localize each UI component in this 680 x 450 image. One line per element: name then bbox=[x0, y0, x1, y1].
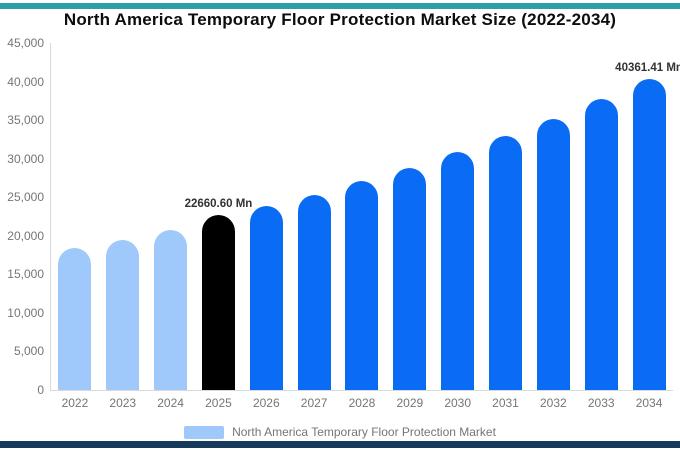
legend-swatch-icon bbox=[184, 425, 225, 439]
y-tick-label: 5,000 bbox=[13, 344, 44, 359]
bar-slot bbox=[338, 43, 386, 390]
bar-2027[interactable] bbox=[297, 195, 331, 390]
bar-slot bbox=[242, 43, 290, 390]
y-tick-label: 10,000 bbox=[7, 305, 44, 320]
top-border-strip bbox=[0, 3, 680, 9]
bar-slot bbox=[290, 43, 338, 390]
bar-2033[interactable] bbox=[584, 99, 618, 390]
bar-2031[interactable] bbox=[489, 136, 523, 390]
bar-2030[interactable] bbox=[441, 152, 475, 390]
bar-2026[interactable] bbox=[249, 206, 283, 390]
bar-2022[interactable] bbox=[58, 248, 92, 390]
plot-area bbox=[50, 43, 673, 391]
x-tick-label: 2025 bbox=[205, 396, 232, 410]
bar-2025[interactable] bbox=[201, 215, 235, 390]
x-tick-label: 2029 bbox=[396, 396, 424, 410]
bar-slot bbox=[482, 43, 530, 390]
y-tick-label: 15,000 bbox=[7, 267, 44, 282]
bar-slot bbox=[195, 43, 243, 390]
y-tick-label: 0 bbox=[37, 383, 44, 397]
bar-value-label: 22660.60 Mn bbox=[184, 198, 253, 210]
chart-title: North America Temporary Floor Protection… bbox=[63, 10, 617, 29]
x-tick-label: 2023 bbox=[109, 396, 137, 410]
bar-2024[interactable] bbox=[154, 230, 188, 390]
x-tick-label: 2034 bbox=[635, 396, 663, 410]
bar-slot bbox=[386, 43, 434, 390]
y-tick-label: 25,000 bbox=[7, 190, 44, 205]
bar-2023[interactable] bbox=[106, 240, 140, 390]
bar-2028[interactable] bbox=[345, 181, 379, 390]
y-tick-label: 30,000 bbox=[7, 151, 44, 166]
x-tick-label: 2028 bbox=[348, 396, 376, 410]
y-tick-label: 35,000 bbox=[7, 113, 44, 128]
bar-slot bbox=[434, 43, 482, 390]
legend-item[interactable]: North America Temporary Floor Protection… bbox=[0, 424, 680, 440]
x-tick-label: 2022 bbox=[61, 396, 89, 410]
x-tick-label: 2026 bbox=[252, 396, 280, 410]
bar-2032[interactable] bbox=[536, 119, 570, 390]
x-axis: 2022 2023 2024 2025 2026 2027 2028 2029 2030 2031… bbox=[51, 396, 673, 410]
bar-series bbox=[51, 43, 673, 390]
bar-2029[interactable] bbox=[393, 168, 427, 390]
bar-slot bbox=[147, 43, 195, 390]
bottom-border-strip bbox=[0, 441, 680, 448]
bar-slot bbox=[99, 43, 147, 390]
x-tick-label: 2030 bbox=[444, 396, 472, 410]
y-tick-label: 20,000 bbox=[7, 228, 44, 243]
bar-value-label: 40361.41 Mn bbox=[615, 62, 680, 74]
bar-slot bbox=[577, 43, 625, 390]
bar-slot bbox=[529, 43, 577, 390]
bar-slot bbox=[51, 43, 99, 390]
y-tick-label: 40,000 bbox=[7, 74, 44, 89]
y-tick-label: 45,000 bbox=[7, 36, 44, 50]
x-tick-label: 2032 bbox=[540, 396, 567, 410]
x-tick-label: 2031 bbox=[492, 396, 519, 410]
x-tick-label: 2024 bbox=[157, 396, 184, 410]
x-tick-label: 2027 bbox=[300, 396, 328, 410]
x-tick-label: 2033 bbox=[587, 396, 615, 410]
bar-slot bbox=[625, 43, 673, 390]
bar-2034[interactable] bbox=[632, 79, 666, 390]
legend-label: North America Temporary Floor Protection… bbox=[232, 425, 496, 439]
